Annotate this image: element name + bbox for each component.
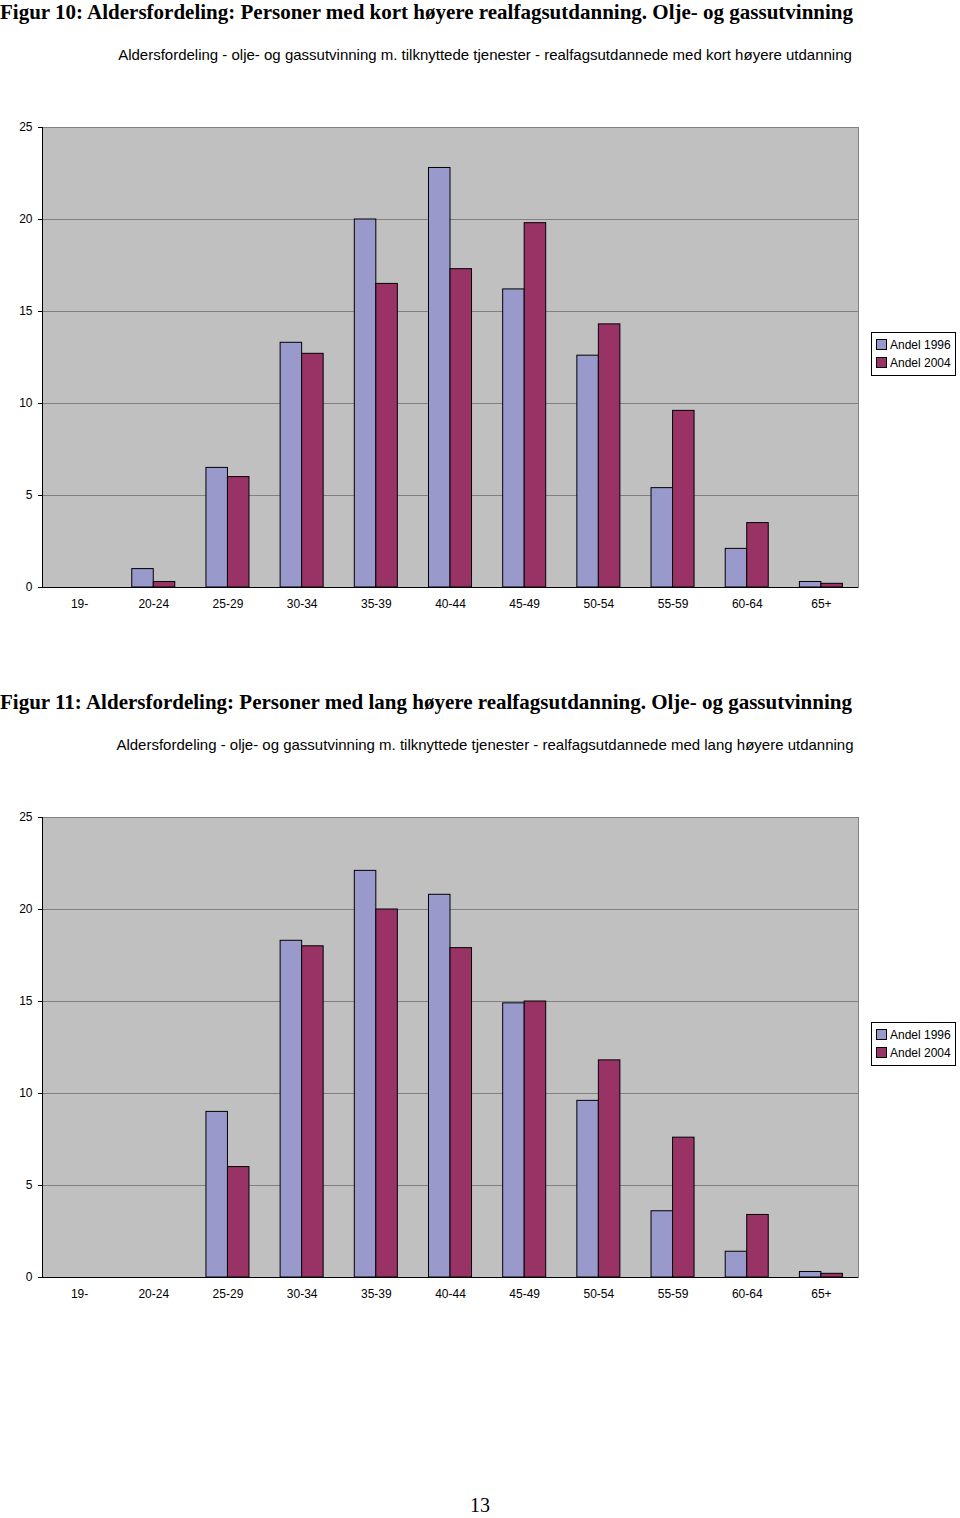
svg-text:65+: 65+	[811, 597, 831, 611]
html-text:Aldersfordeling - olje- og gas: Aldersfordeling - olje- og gassutvinning…	[116, 736, 854, 753]
html-text:Andel 1996: Andel 1996	[890, 338, 951, 352]
svg-text:0: 0	[26, 580, 33, 594]
html-text:Andel 2004: Andel 2004	[890, 1046, 951, 1060]
svg-text:25: 25	[19, 810, 33, 824]
svg-text:50-54: 50-54	[584, 597, 615, 611]
svg-text:19-: 19-	[71, 1287, 88, 1301]
svg-text:15: 15	[19, 304, 33, 318]
svg-text:50-54: 50-54	[584, 1287, 615, 1301]
svg-text:40-44: 40-44	[435, 597, 466, 611]
svg-text:60-64: 60-64	[732, 597, 763, 611]
svg-text:40-44: 40-44	[435, 1287, 466, 1301]
html-text:Figur 10: Aldersfordeling: Per: Figur 10: Aldersfordeling: Personer med …	[0, 0, 853, 24]
svg-text:20: 20	[19, 902, 33, 916]
html-text:Aldersfordeling - olje- og gas: Aldersfordeling - olje- og gassutvinning…	[118, 46, 852, 63]
html-text:Figur 11: Aldersfordeling: Per: Figur 11: Aldersfordeling: Personer med …	[0, 690, 852, 714]
svg-text:10: 10	[19, 396, 33, 410]
html-text:Andel 2004: Andel 2004	[890, 356, 951, 370]
svg-text:0: 0	[26, 1270, 33, 1284]
svg-text:19-: 19-	[71, 597, 88, 611]
svg-text:10: 10	[19, 1086, 33, 1100]
svg-text:25-29: 25-29	[213, 597, 244, 611]
svg-text:20-24: 20-24	[138, 597, 169, 611]
svg-text:30-34: 30-34	[287, 1287, 318, 1301]
svg-text:5: 5	[26, 488, 33, 502]
svg-text:20: 20	[19, 212, 33, 226]
svg-text:30-34: 30-34	[287, 597, 318, 611]
svg-text:55-59: 55-59	[658, 597, 689, 611]
svg-text:45-49: 45-49	[509, 597, 540, 611]
svg-text:25-29: 25-29	[213, 1287, 244, 1301]
html-text:13: 13	[470, 1494, 490, 1516]
svg-text:25: 25	[19, 120, 33, 134]
svg-text:55-59: 55-59	[658, 1287, 689, 1301]
svg-text:35-39: 35-39	[361, 1287, 392, 1301]
svg-text:65+: 65+	[811, 1287, 831, 1301]
svg-text:5: 5	[26, 1178, 33, 1192]
svg-text:15: 15	[19, 994, 33, 1008]
svg-text:35-39: 35-39	[361, 597, 392, 611]
html-text:Andel 1996: Andel 1996	[890, 1028, 951, 1042]
svg-text:45-49: 45-49	[509, 1287, 540, 1301]
svg-text:20-24: 20-24	[138, 1287, 169, 1301]
svg-text:60-64: 60-64	[732, 1287, 763, 1301]
